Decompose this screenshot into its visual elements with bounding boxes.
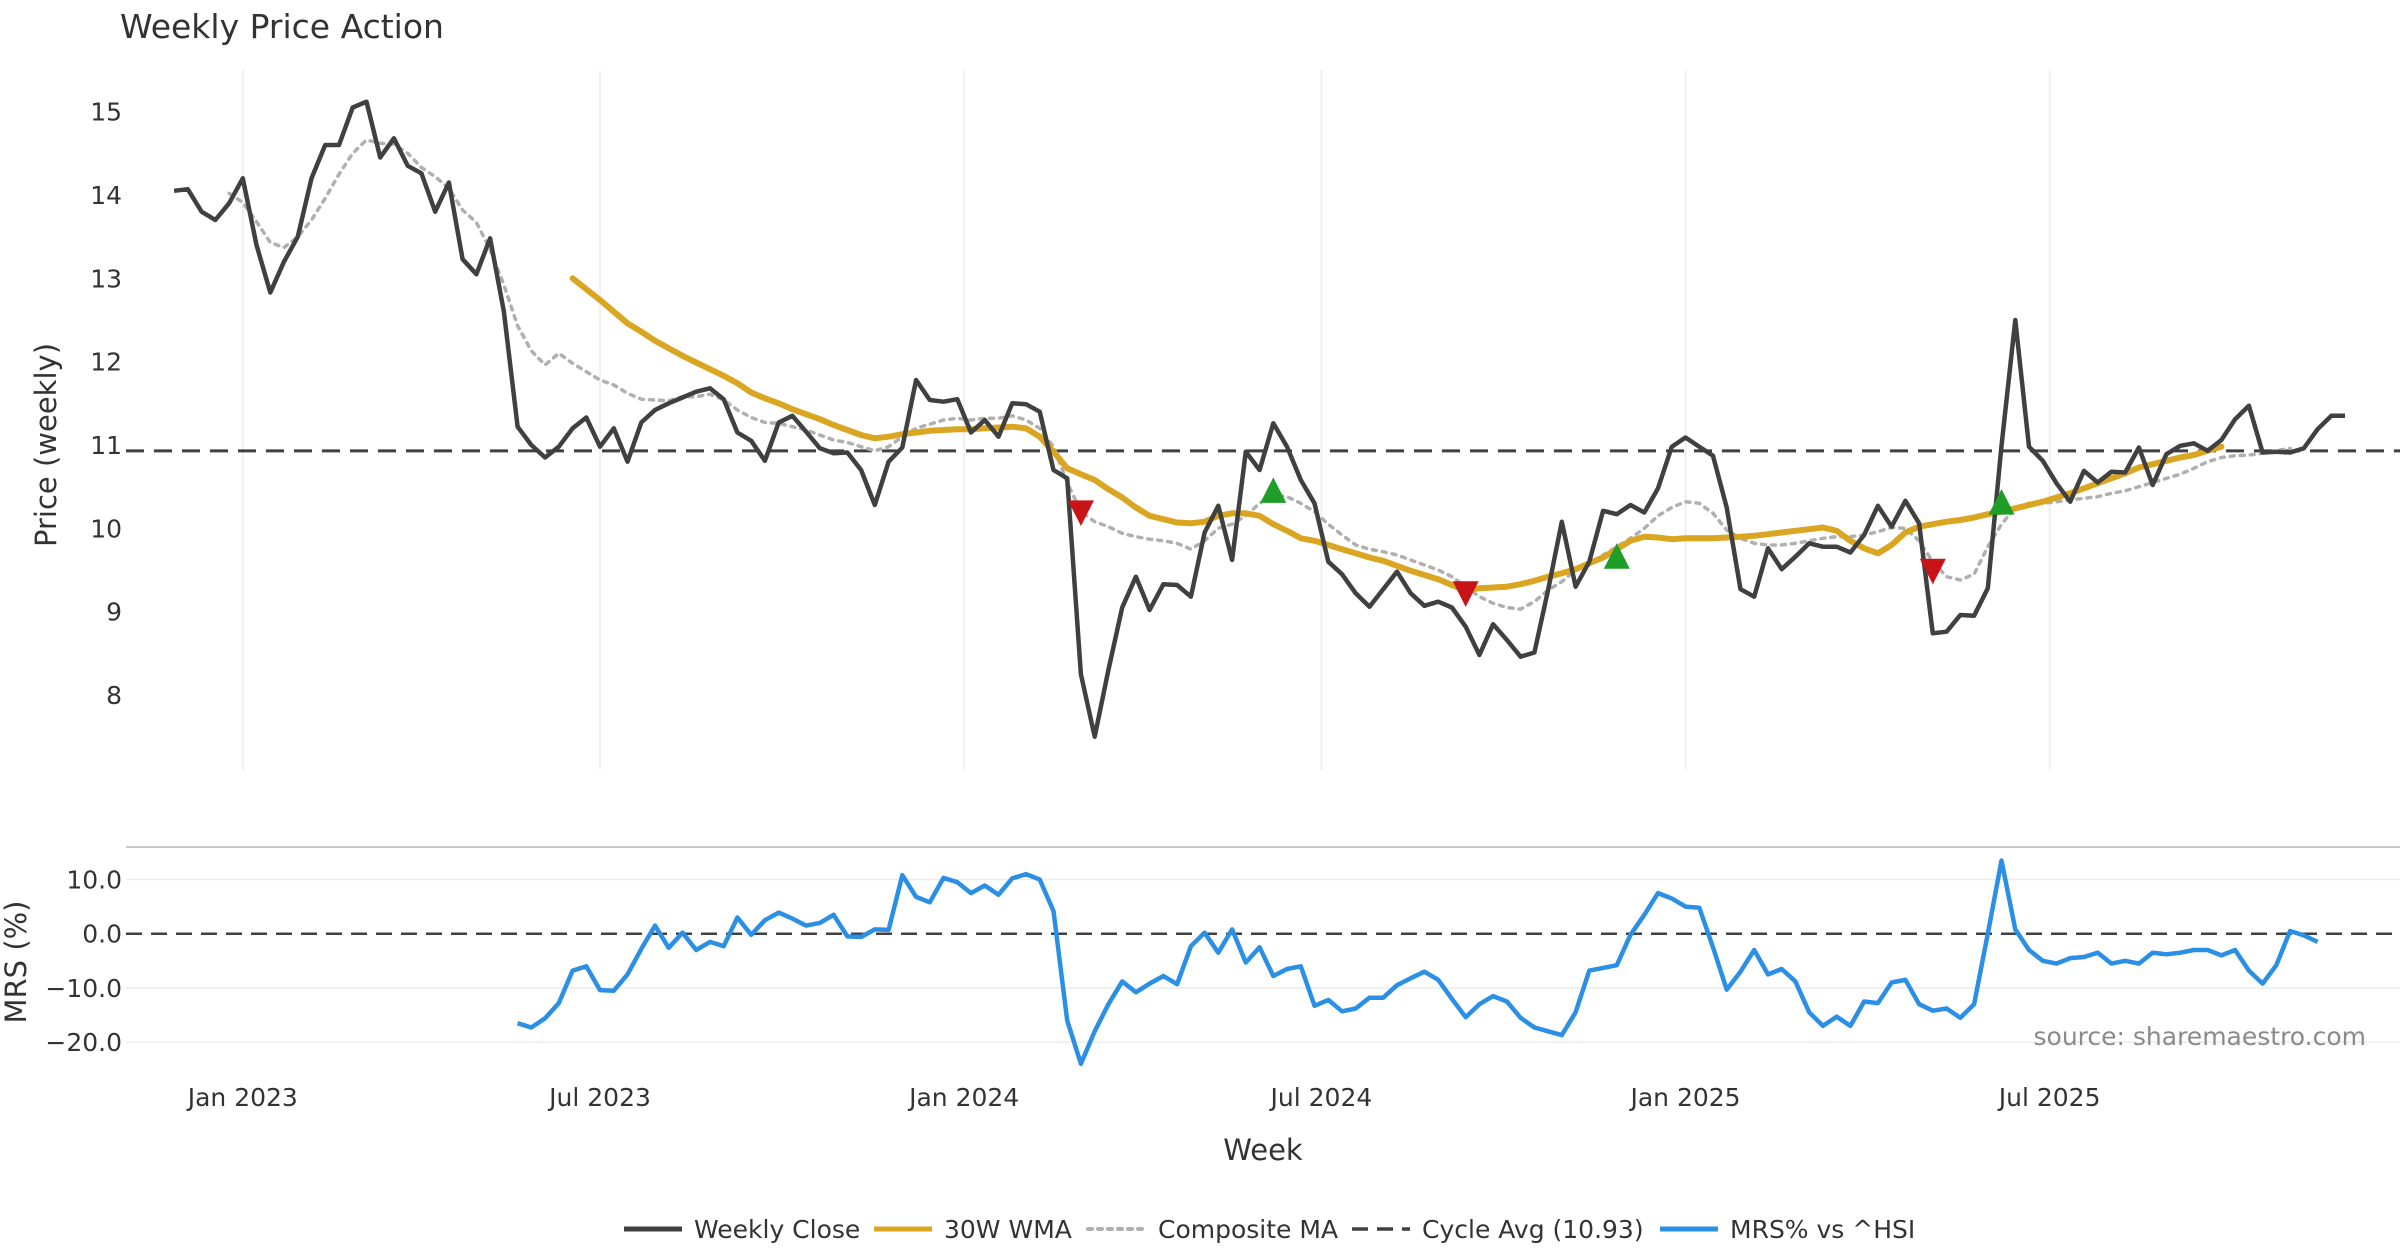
buy-signal-marker	[1260, 477, 1287, 503]
legend-label: Weekly Close	[694, 1215, 860, 1244]
legend-label: 30W WMA	[944, 1215, 1072, 1244]
sell-signal-marker	[1919, 558, 1946, 585]
mrs-y-axis-title: MRS (%)	[0, 901, 33, 1024]
chart-title: Weekly Price Action	[120, 7, 444, 46]
price-y-tick: 13	[90, 264, 122, 293]
legend-item: Cycle Avg (10.93)	[1352, 1215, 1644, 1244]
x-tick-label: Jul 2024	[1269, 1083, 1373, 1112]
sell-signal-marker	[1452, 581, 1479, 607]
legend-label: Composite MA	[1158, 1215, 1338, 1244]
source-credit: source: sharemaestro.com	[2034, 1022, 2367, 1051]
sell-signal-marker	[1067, 500, 1094, 526]
x-tick-label: Jan 2025	[1628, 1083, 1740, 1112]
mrs-y-tick: −10.0	[45, 974, 122, 1003]
composite-ma-line	[227, 138, 2292, 612]
price-y-tick: 12	[90, 348, 122, 377]
legend-item: MRS% vs ^HSI	[1660, 1215, 1915, 1244]
price-y-tick: 9	[106, 598, 122, 627]
price-y-tick: 11	[90, 431, 122, 460]
x-tick-label: Jan 2023	[186, 1083, 298, 1112]
mrs-line	[516, 858, 2319, 1067]
weekly-close-line	[173, 99, 2345, 739]
legend-label: Cycle Avg (10.93)	[1422, 1215, 1644, 1244]
mrs-panel: 10.0 0.0 −10.0 −20.0 MRS (%)	[0, 846, 2400, 1067]
x-axis-title: Week	[1223, 1133, 1303, 1167]
legend-label: MRS% vs ^HSI	[1730, 1215, 1915, 1244]
legend-item: 30W WMA	[874, 1215, 1072, 1244]
price-panel: 8 9 10 11 12 13 14 15 Price (weekly)	[29, 70, 2400, 770]
legend-item: Weekly Close	[624, 1215, 860, 1244]
price-y-tick: 14	[90, 181, 122, 210]
wma-30w-line	[569, 275, 2225, 593]
price-y-tick: 10	[90, 514, 122, 543]
x-axis: Jan 2023 Jul 2023 Jan 2024 Jul 2024 Jan 2025…	[186, 1083, 2101, 1112]
buy-signal-marker	[1988, 489, 2015, 515]
price-y-tick: 15	[90, 98, 122, 127]
price-y-axis-title: Price (weekly)	[29, 343, 63, 547]
mrs-y-tick: −20.0	[45, 1028, 122, 1057]
mrs-y-tick: 10.0	[66, 866, 122, 895]
price-y-tick: 8	[106, 681, 122, 710]
x-tick-label: Jul 2023	[547, 1083, 651, 1112]
x-tick-label: Jan 2024	[907, 1083, 1019, 1112]
legend: Weekly Close 30W WMA Composite MA Cycle Avg…	[624, 1215, 1915, 1244]
mrs-y-tick: 0.0	[82, 920, 122, 949]
legend-item: Composite MA	[1086, 1215, 1338, 1244]
buy-signal-marker	[1603, 543, 1630, 569]
x-tick-label: Jul 2025	[1997, 1083, 2101, 1112]
